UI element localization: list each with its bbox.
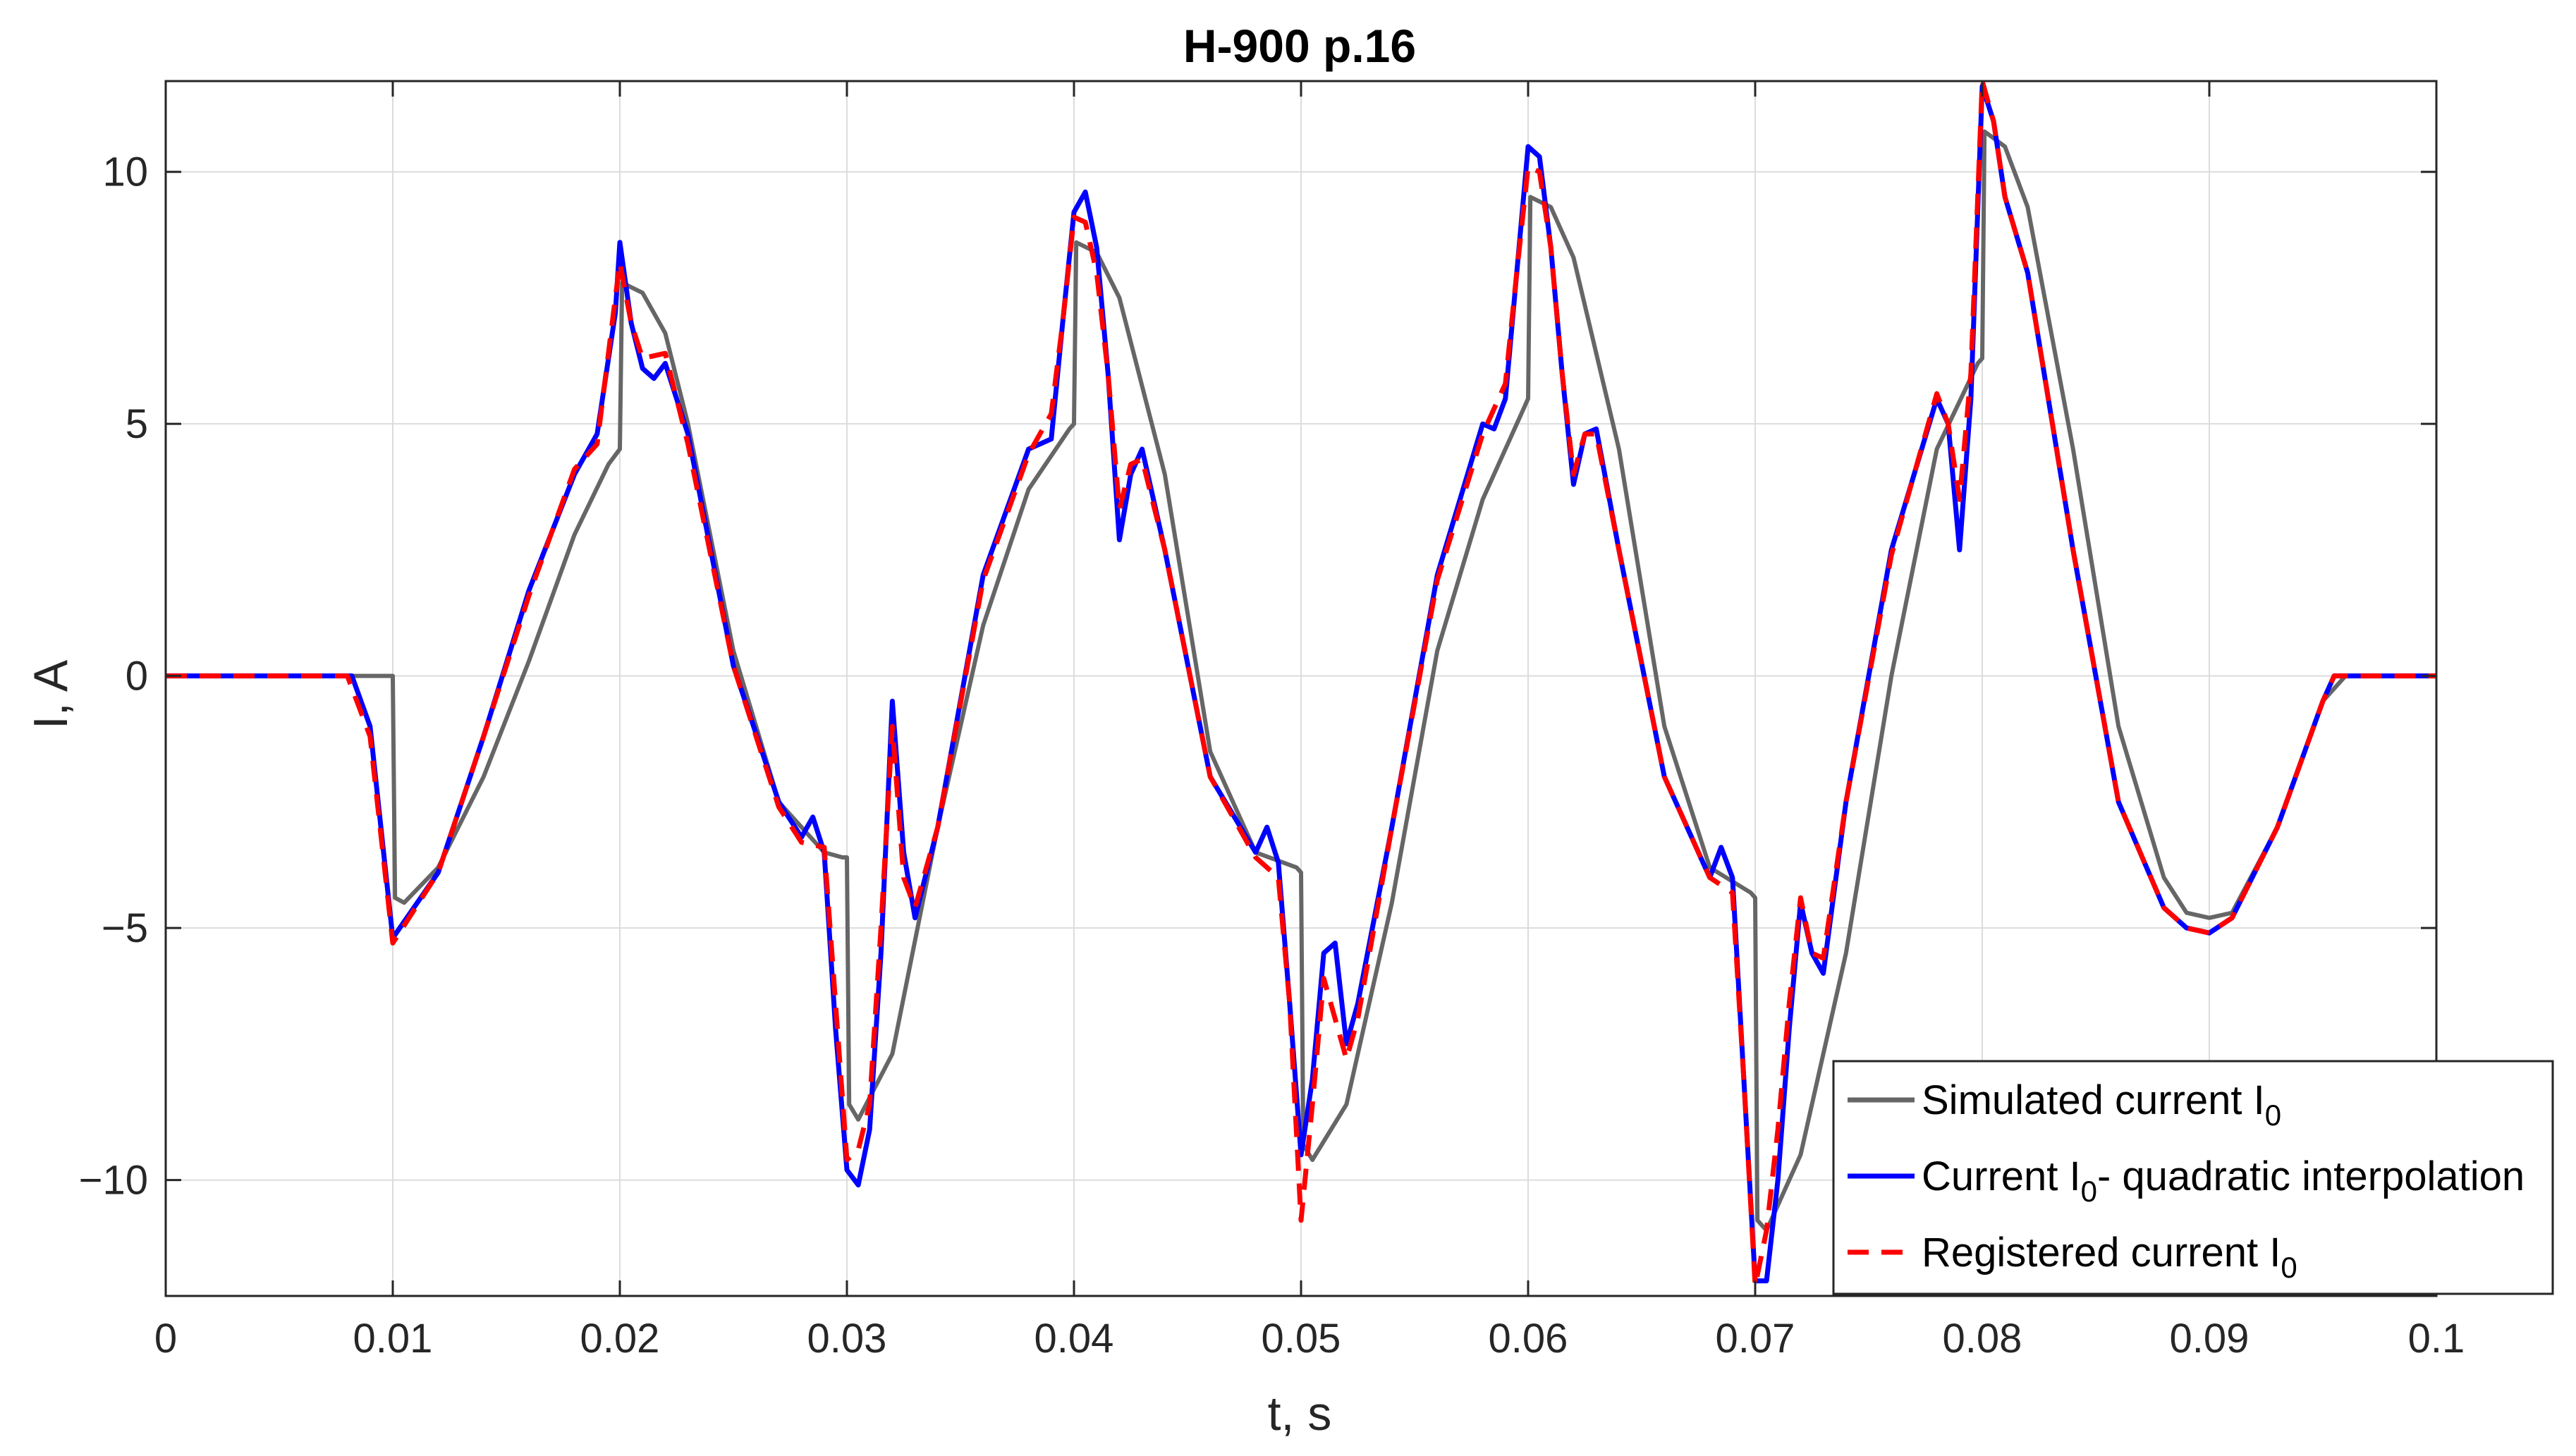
legend-entry-3: Registered current I0 [1922, 1230, 2297, 1284]
x-tick-label: 0.08 [1943, 1316, 2022, 1362]
x-tick-label: 0.09 [2170, 1316, 2250, 1362]
x-axis-label: t, s [1268, 1387, 1332, 1440]
y-tick-label: 10 [102, 149, 148, 195]
legend[interactable]: Simulated current I0 Current I0- quadrati… [1832, 1060, 2554, 1295]
legend-entry-2: Current I0- quadratic interpolation [1922, 1154, 2525, 1208]
x-tick-label: 0.02 [580, 1316, 660, 1362]
x-tick-label: 0.1 [2408, 1316, 2465, 1362]
x-tick-label: 0.06 [1489, 1316, 1568, 1362]
legend-entry-1: Simulated current I0 [1922, 1077, 2281, 1132]
y-tick-label: −5 [102, 905, 148, 951]
y-tick-label: 5 [126, 401, 148, 447]
x-tick-label: 0.01 [353, 1316, 433, 1362]
y-tick-label: −10 [79, 1158, 148, 1204]
y-axis-label: I, A [24, 659, 78, 729]
x-tick-label: 0.07 [1716, 1316, 1795, 1362]
axis-ticks: 0 0.01 0.02 0.03 0.04 0.05 0.06 0.07 0.08 0.09 0.1… [79, 81, 2465, 1362]
x-tick-label: 0.04 [1034, 1316, 1114, 1362]
series-line-3 [166, 81, 2436, 1289]
chart-title: H-900 p.16 [1183, 20, 1416, 72]
series-lines [166, 81, 2436, 1289]
y-tick-label: 0 [126, 654, 148, 699]
x-tick-label: 0.05 [1262, 1316, 1341, 1362]
x-tick-label: 0.03 [807, 1316, 887, 1362]
x-tick-label: 0 [154, 1316, 177, 1362]
legend-box [1832, 1060, 2554, 1295]
